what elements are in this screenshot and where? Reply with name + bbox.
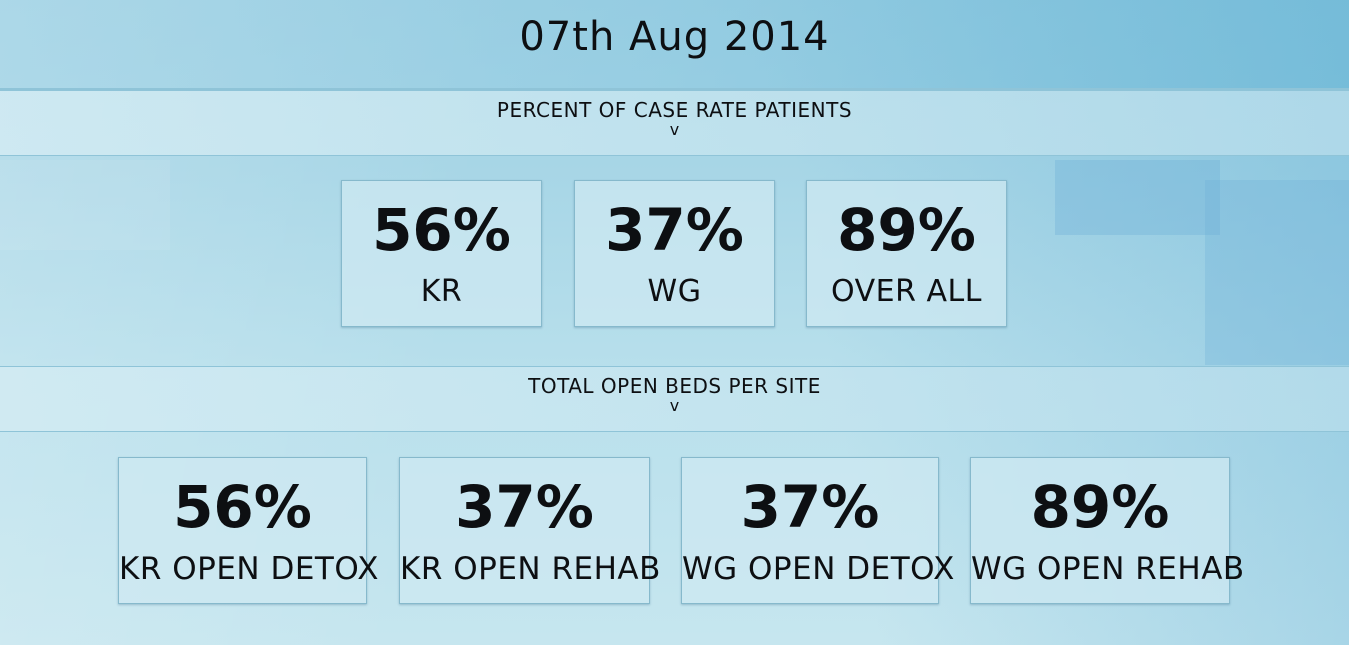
stat-label: WG (647, 274, 702, 309)
stat-card-kr-open-rehab: 37% KR OPEN REHAB (399, 457, 661, 604)
background-block (1055, 160, 1220, 235)
stat-value: 56% (372, 196, 511, 264)
stat-label: KR OPEN DETOX (119, 551, 379, 587)
stat-label: KR (420, 274, 463, 309)
chevron-down-icon[interactable]: v (669, 396, 680, 415)
stat-label: OVER ALL (831, 274, 982, 309)
chevron-down-icon[interactable]: v (669, 120, 680, 139)
stat-card-kr-open-detox: 56% KR OPEN DETOX (118, 457, 379, 604)
stat-card-wg-open-detox: 37% WG OPEN DETOX (681, 457, 955, 604)
background-block (0, 160, 170, 250)
section-header-case-rate[interactable]: PERCENT OF CASE RATE PATIENTS v (0, 90, 1349, 156)
date-header: 07th Aug 2014 (0, 0, 1349, 90)
background-block (1205, 180, 1349, 365)
stat-value: 89% (837, 196, 976, 264)
stat-card-kr: 56% KR (341, 180, 542, 327)
stat-value: 37% (455, 473, 594, 541)
page-title: 07th Aug 2014 (519, 14, 830, 60)
stat-value: 37% (740, 473, 880, 541)
stat-card-wg-open-rehab: 89% WG OPEN REHAB (970, 457, 1245, 604)
section-title: PERCENT OF CASE RATE PATIENTS (496, 98, 853, 122)
section-title: TOTAL OPEN BEDS PER SITE (528, 374, 821, 398)
stat-label: KR OPEN REHAB (400, 551, 661, 587)
stat-card-wg: 37% WG (574, 180, 775, 327)
stat-value: 56% (173, 473, 312, 541)
stat-value: 37% (605, 196, 744, 264)
stat-label: WG OPEN DETOX (682, 551, 955, 587)
stat-label: WG OPEN REHAB (971, 551, 1245, 587)
section-header-open-beds[interactable]: TOTAL OPEN BEDS PER SITE v (0, 366, 1349, 432)
stat-value: 89% (1030, 473, 1170, 541)
stat-card-overall: 89% OVER ALL (806, 180, 1007, 327)
